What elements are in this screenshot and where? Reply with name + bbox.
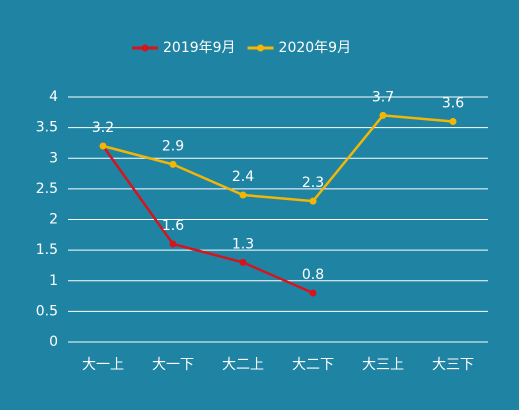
data-label: 3.6 [442,96,464,112]
data-point [309,289,317,297]
y-tick-label: 1.5 [36,242,58,258]
x-tick-label: 大一上 [82,357,124,373]
data-point [239,191,247,199]
data-label: 2.3 [302,175,324,191]
data-label: 2.4 [232,169,254,185]
x-tick-label: 大一下 [152,357,194,373]
x-tick-label: 大三下 [432,357,474,373]
x-tick-label: 大二下 [292,357,334,373]
y-tick-label: 2.5 [36,181,58,197]
y-tick-label: 2 [49,212,58,228]
data-point [169,160,177,168]
x-tick-label: 大三上 [362,357,404,373]
y-tick-label: 0 [49,334,58,350]
data-label: 3.2 [92,120,114,136]
data-label: 0.8 [302,267,324,283]
legend-dot [141,44,149,52]
data-label: 2.9 [162,138,184,154]
data-point [379,111,387,119]
y-tick-label: 4 [49,89,58,105]
x-tick-label: 大二上 [222,357,264,373]
legend-label: 2019年9月 [163,40,236,56]
data-point [309,197,317,205]
y-tick-label: 0.5 [36,303,58,319]
data-label: 1.6 [162,218,184,234]
legend-dot [257,44,265,52]
data-point [169,240,177,248]
legend-label: 2020年9月 [279,40,352,56]
data-point [239,258,247,266]
series-line [102,114,454,203]
series-line [101,145,314,295]
data-point [449,118,457,125]
y-tick-label: 3.5 [36,120,58,136]
y-tick-label: 1 [49,273,58,289]
data-point [99,142,107,150]
y-tick-label: 3 [49,150,58,166]
data-label: 3.7 [372,89,394,105]
data-label: 1.3 [232,236,254,252]
